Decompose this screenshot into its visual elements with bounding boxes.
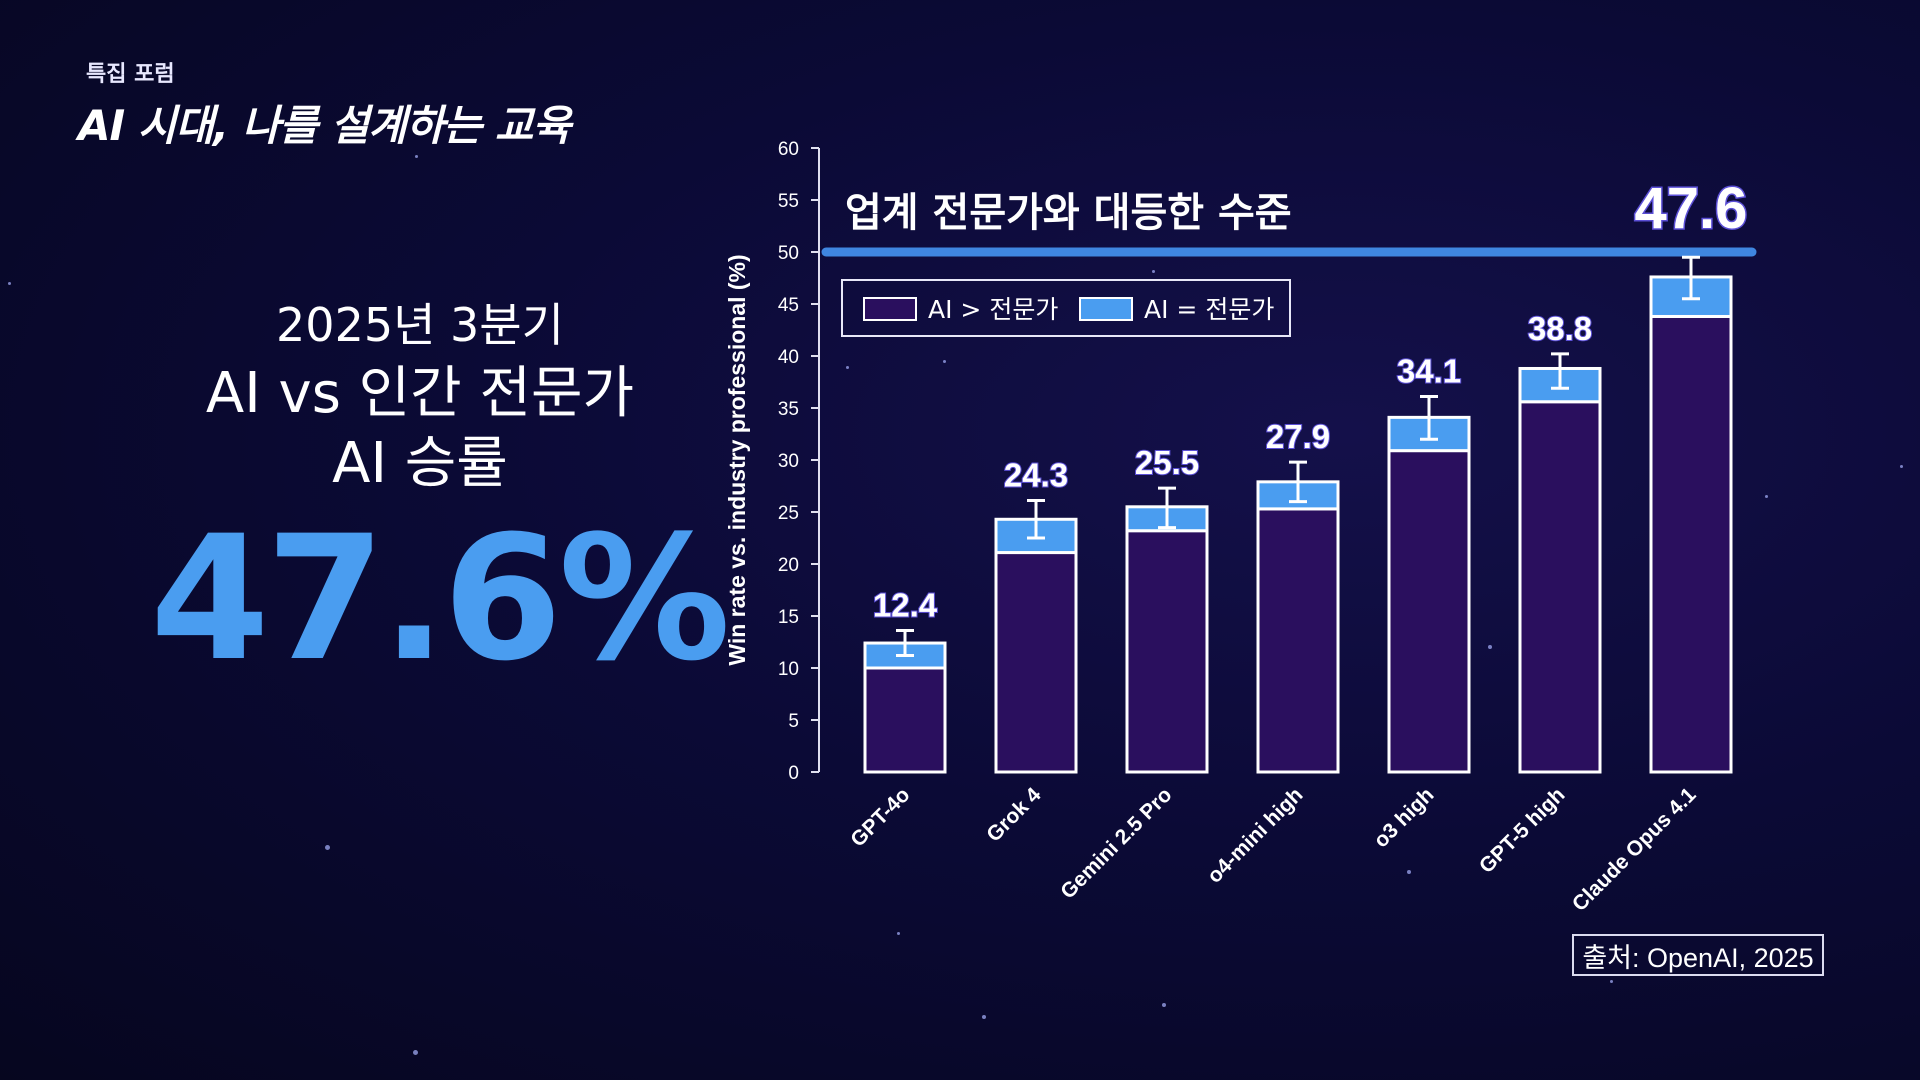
- y-tick-label: 20: [778, 555, 799, 576]
- forum-title: AI 시대, 나를 설계하는 교육: [78, 101, 571, 150]
- bar-ai-greater: [994, 551, 1078, 774]
- x-tick-label: GPT-4o: [846, 783, 914, 851]
- bar-ai-greater: [1387, 449, 1471, 774]
- y-tick-label: 15: [778, 607, 799, 628]
- y-tick-label: 60: [778, 139, 799, 160]
- y-tick-label: 50: [778, 243, 799, 264]
- bar-ai-greater: [863, 666, 947, 774]
- subhead: AI 승률: [332, 431, 508, 496]
- y-tick-label: 35: [778, 399, 799, 420]
- highlight-value: 47.6%: [150, 498, 731, 699]
- bar-value-label: 38.8: [1528, 310, 1592, 347]
- bar-value-label: 27.9: [1266, 418, 1330, 455]
- x-tick-label: Gemini 2.5 Pro: [1056, 783, 1176, 903]
- bar-value-label: 47.6: [1635, 176, 1748, 241]
- period-label: 2025년 3분기: [276, 298, 564, 352]
- bar-ai-greater: [1125, 529, 1209, 774]
- x-tick-label: o3 high: [1369, 783, 1438, 852]
- x-tick-label: Claude Opus 4.1: [1568, 783, 1701, 916]
- bar-ai-greater: [1256, 507, 1340, 774]
- source-label: 출처: OpenAI, 2025: [1572, 934, 1824, 976]
- highlight-block: 2025년 3분기 AI vs 인간 전문가 AI 승률 47.6%: [150, 295, 731, 699]
- x-tick-label: o4-mini high: [1203, 783, 1308, 888]
- y-tick-label: 45: [778, 295, 799, 316]
- x-tick-label: GPT-5 high: [1475, 783, 1570, 878]
- y-tick-label: 5: [788, 711, 799, 732]
- y-tick-label: 55: [778, 191, 799, 212]
- bar-value-label: 12.4: [873, 587, 938, 624]
- bar-value-label: 24.3: [1004, 457, 1068, 494]
- y-axis-title: Win rate vs. industry professional (%): [724, 254, 750, 665]
- legend-box: [841, 279, 1291, 337]
- legend-label-ai-greater: AI > 전문가: [928, 295, 1058, 324]
- x-tick-label: Grok 4: [982, 783, 1046, 847]
- bar-ai-greater: [1518, 400, 1602, 774]
- reference-line-label: 업계 전문가와 대등한 수준: [845, 190, 1292, 236]
- bar-value-label: 34.1: [1397, 353, 1461, 390]
- bar-ai-greater: [1649, 314, 1733, 774]
- legend-swatch-ai-greater: [863, 297, 917, 321]
- bar-value-label: 25.5: [1135, 444, 1199, 481]
- y-tick-label: 0: [788, 763, 799, 784]
- legend-label-ai-equal: AI = 전문가: [1144, 295, 1274, 324]
- headline: AI vs 인간 전문가: [205, 361, 635, 426]
- y-tick-label: 25: [778, 503, 799, 524]
- y-tick-label: 30: [778, 451, 799, 472]
- y-tick-label: 40: [778, 347, 799, 368]
- y-tick-label: 10: [778, 659, 799, 680]
- forum-label: 특집 포럼: [86, 62, 175, 87]
- legend-swatch-ai-equal: [1079, 297, 1133, 321]
